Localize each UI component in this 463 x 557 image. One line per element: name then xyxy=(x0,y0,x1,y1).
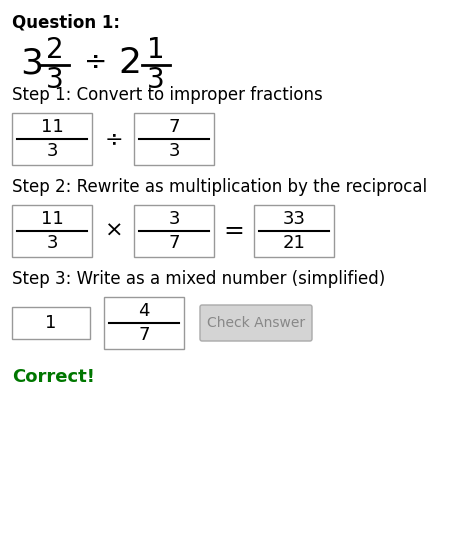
Bar xyxy=(134,205,213,257)
Text: 3: 3 xyxy=(168,142,179,160)
Text: 2: 2 xyxy=(46,36,64,64)
Text: 3: 3 xyxy=(46,66,64,94)
FancyBboxPatch shape xyxy=(200,305,311,341)
Text: 7: 7 xyxy=(138,326,150,344)
Text: Step 3: Write as a mixed number (simplified): Step 3: Write as a mixed number (simplif… xyxy=(12,270,384,288)
Text: Correct!: Correct! xyxy=(12,368,94,386)
Text: Question 1:: Question 1: xyxy=(12,13,120,31)
Text: 4: 4 xyxy=(138,302,150,320)
Text: 11: 11 xyxy=(41,118,63,136)
Text: 7: 7 xyxy=(168,118,179,136)
Bar xyxy=(12,205,92,257)
Text: 11: 11 xyxy=(41,210,63,228)
Text: 33: 33 xyxy=(282,210,305,228)
Bar xyxy=(12,307,90,339)
Text: ÷: ÷ xyxy=(105,129,123,149)
Text: 3: 3 xyxy=(147,66,164,94)
Bar xyxy=(134,113,213,165)
Text: 7: 7 xyxy=(168,234,179,252)
Text: Step 2: Rewrite as multiplication by the reciprocal: Step 2: Rewrite as multiplication by the… xyxy=(12,178,426,196)
Text: 3: 3 xyxy=(46,234,57,252)
Text: Check Answer: Check Answer xyxy=(206,316,304,330)
Text: 3: 3 xyxy=(168,210,179,228)
Text: 1: 1 xyxy=(147,36,164,64)
Bar xyxy=(12,113,92,165)
Text: 21: 21 xyxy=(282,234,305,252)
Text: 2: 2 xyxy=(118,46,141,80)
Text: =: = xyxy=(223,219,244,243)
Text: ×: × xyxy=(105,221,123,241)
Bar xyxy=(104,297,184,349)
Text: Step 1: Convert to improper fractions: Step 1: Convert to improper fractions xyxy=(12,86,322,104)
Bar xyxy=(253,205,333,257)
Text: 1: 1 xyxy=(45,314,56,332)
Text: 3: 3 xyxy=(46,142,57,160)
Text: 3: 3 xyxy=(20,46,43,80)
Text: ÷: ÷ xyxy=(84,49,107,77)
